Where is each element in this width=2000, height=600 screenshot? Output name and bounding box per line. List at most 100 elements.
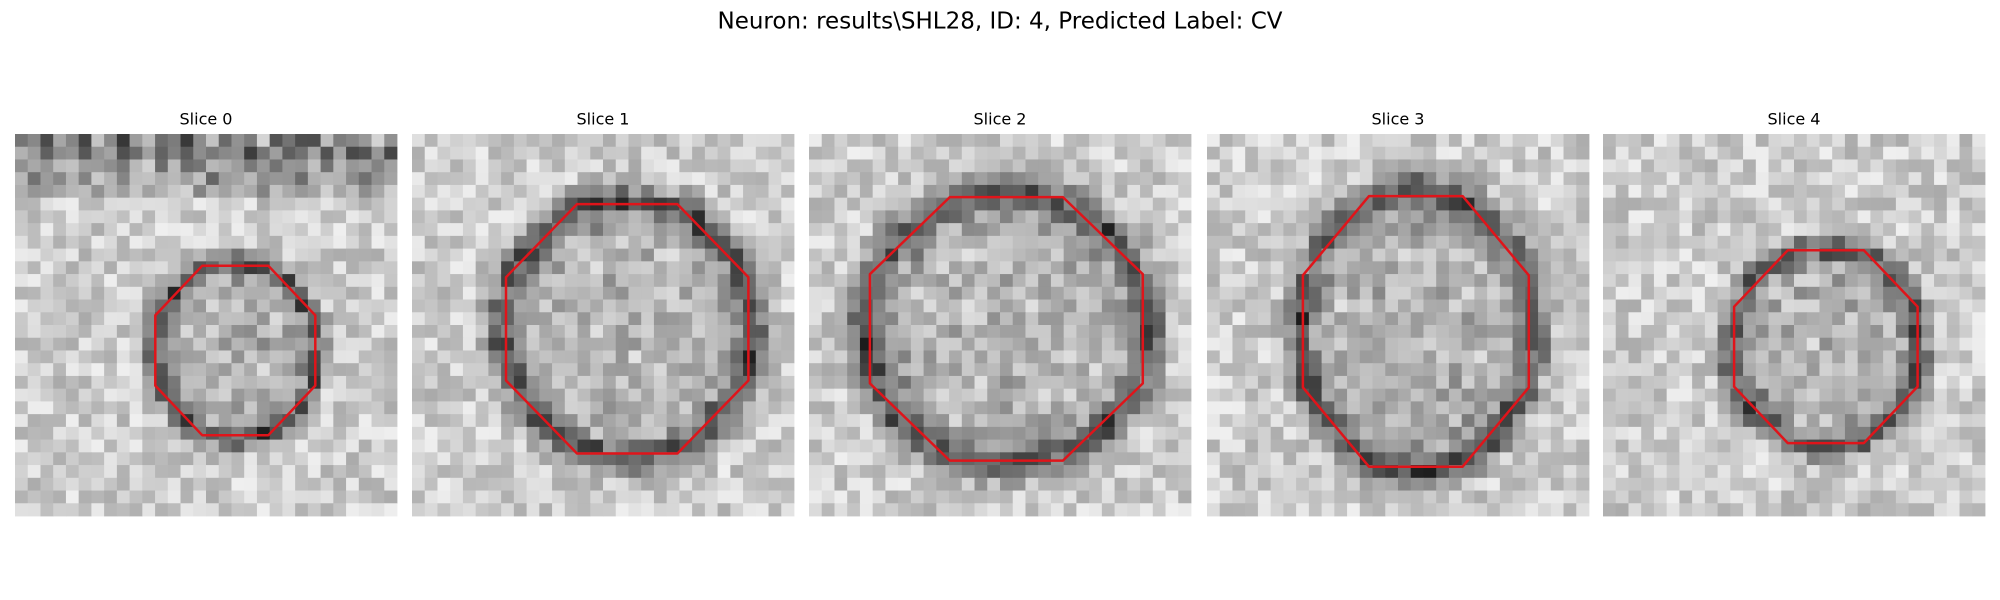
pixel — [1245, 184, 1259, 199]
pixel — [1563, 159, 1577, 173]
pixel — [1398, 465, 1412, 479]
pixel — [859, 210, 874, 224]
pixel — [1870, 337, 1884, 351]
pixel — [1000, 363, 1014, 377]
pixel — [1000, 210, 1014, 224]
pixel — [1895, 325, 1909, 339]
pixel — [755, 477, 769, 491]
pixel — [615, 337, 629, 351]
pixel — [1576, 261, 1590, 275]
pixel — [834, 299, 848, 313]
pixel — [295, 350, 309, 364]
pixel — [1934, 452, 1948, 466]
pixel — [704, 146, 718, 160]
pixel — [910, 426, 924, 440]
pixel — [666, 401, 680, 415]
pixel — [475, 452, 489, 466]
pixel — [167, 452, 181, 466]
pixel — [155, 350, 169, 364]
pixel — [1257, 286, 1272, 300]
pixel — [692, 414, 706, 428]
pixel — [1063, 184, 1077, 199]
pixel — [590, 312, 604, 326]
pixel — [1781, 452, 1795, 466]
pixel — [910, 363, 924, 377]
pixel — [526, 299, 540, 313]
pixel — [717, 350, 731, 364]
pixel — [1257, 439, 1272, 453]
pixel — [1921, 172, 1935, 186]
pixel — [1908, 452, 1922, 466]
pixel — [590, 337, 604, 351]
pixel — [1857, 426, 1871, 440]
pixel — [346, 197, 360, 211]
pixel — [821, 261, 835, 275]
pixel — [142, 375, 156, 390]
pixel — [1679, 439, 1693, 453]
pixel — [1768, 261, 1782, 275]
pixel — [333, 210, 347, 224]
pixel — [1487, 477, 1501, 491]
pixel — [1806, 426, 1820, 440]
pixel — [1844, 159, 1859, 173]
pixel — [1448, 197, 1463, 211]
pixel — [1615, 312, 1629, 326]
pixel — [1308, 363, 1322, 377]
pixel — [1832, 452, 1846, 466]
pixel — [116, 197, 130, 211]
pixel — [1000, 235, 1014, 249]
pixel — [552, 184, 566, 199]
pixel — [1653, 184, 1668, 199]
pixel — [231, 172, 245, 186]
pixel — [1448, 375, 1463, 390]
pixel — [730, 159, 744, 173]
pixel — [1232, 223, 1246, 237]
pixel — [1692, 274, 1706, 288]
pixel — [193, 388, 207, 402]
pixel — [1140, 134, 1154, 148]
pixel — [859, 465, 874, 479]
pixel — [142, 388, 156, 402]
pixel — [1768, 235, 1782, 249]
pixel — [987, 184, 1001, 199]
pixel — [577, 286, 591, 300]
pixel — [898, 248, 912, 262]
pixel — [704, 426, 718, 440]
pixel — [65, 146, 80, 160]
pixel — [1000, 134, 1014, 148]
pixel — [91, 439, 105, 453]
pixel — [1474, 490, 1488, 504]
pixel — [155, 490, 169, 504]
pixel — [653, 248, 668, 262]
pixel — [295, 261, 309, 275]
pixel — [704, 503, 718, 517]
pixel — [1152, 286, 1166, 300]
pixel — [859, 388, 874, 402]
pixel — [333, 325, 347, 339]
pixel — [1461, 286, 1475, 300]
pixel — [384, 426, 398, 440]
pixel — [1461, 134, 1475, 148]
pixel — [412, 248, 426, 262]
pixel — [1628, 401, 1642, 415]
pixel — [295, 235, 309, 249]
pixel — [116, 235, 130, 249]
pixel — [1512, 388, 1526, 402]
pixel — [552, 312, 566, 326]
pixel — [1063, 477, 1077, 491]
pixel — [885, 477, 899, 491]
pixel — [1794, 325, 1808, 339]
pixel — [1487, 337, 1501, 351]
pixel — [78, 248, 92, 262]
pixel — [1499, 286, 1513, 300]
pixel — [1410, 388, 1424, 402]
pixel — [1359, 490, 1373, 504]
pixel — [1653, 439, 1668, 453]
pixel — [142, 490, 156, 504]
pixel — [1063, 261, 1077, 275]
pixel — [768, 248, 782, 262]
pixel — [295, 388, 309, 402]
pixel — [1000, 465, 1014, 479]
pixel — [1308, 172, 1322, 186]
pixel — [1717, 134, 1731, 148]
